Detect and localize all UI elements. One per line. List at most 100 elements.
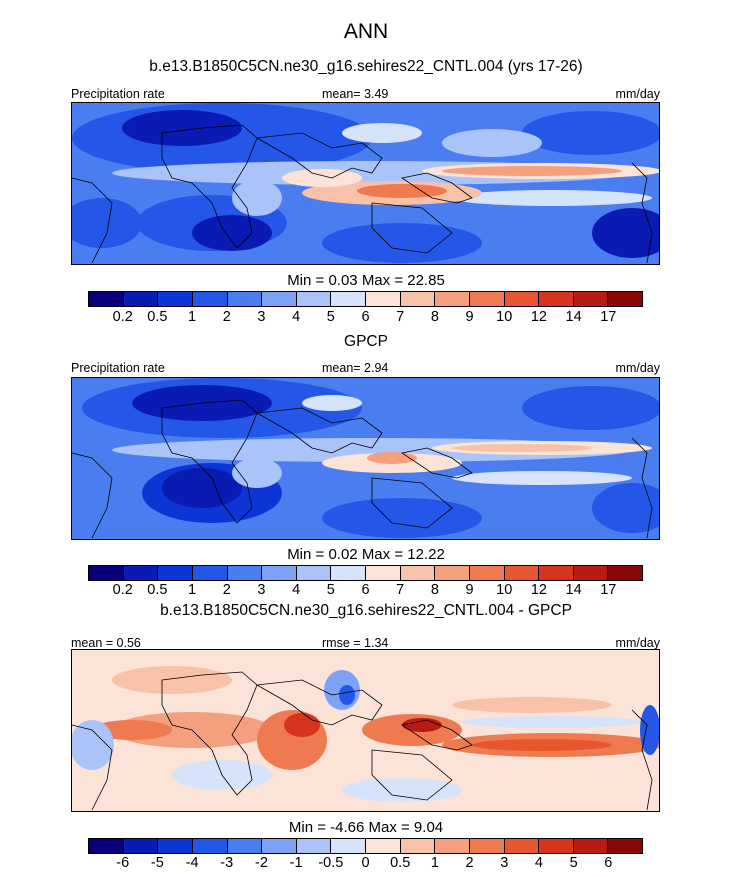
colorbar-bin (504, 566, 540, 580)
panel2-colorbar (88, 565, 643, 581)
panel1-left-label: Precipitation rate (71, 87, 165, 101)
colorbar-tick-label: -3 (220, 855, 234, 871)
colorbar-bin (158, 292, 193, 306)
colorbar-tick-label: 7 (396, 309, 405, 325)
colorbar-bin (192, 292, 228, 306)
panel1-colorbar (88, 291, 643, 307)
colorbar-tick-label: 9 (465, 309, 474, 325)
colorbar-bin (573, 292, 609, 306)
colorbar-bin (435, 839, 470, 853)
colorbar-tick-label: 17 (600, 309, 617, 325)
colorbar-bin (400, 839, 436, 853)
panel1-units-label: mm/day (615, 87, 660, 101)
colorbar-tick-label: 5 (326, 309, 335, 325)
colorbar-bin (227, 292, 263, 306)
colorbar-bin (192, 839, 228, 853)
panel2-header: GPCP (344, 333, 388, 350)
colorbar-tick-label: 1 (188, 582, 197, 598)
colorbar-bin (504, 292, 540, 306)
colorbar-bin (262, 292, 297, 306)
colorbar-bin (262, 839, 297, 853)
colorbar-bin (262, 566, 297, 580)
colorbar-bin (123, 839, 159, 853)
colorbar-tick-label: 5 (326, 582, 335, 598)
colorbar-tick-label: 8 (430, 582, 439, 598)
colorbar-bin (469, 839, 505, 853)
colorbar-bin (89, 292, 124, 306)
colorbar-bin (123, 292, 159, 306)
panel3-colorbar-labels: -6 -5 -4 -3 -2 -1 -0.5 0 0.5 1 2 3 4 5 6 (88, 855, 643, 873)
colorbar-tick-label: 0.2 (112, 582, 133, 598)
panel3-map (71, 649, 660, 812)
panel2-units-label: mm/day (615, 361, 660, 375)
colorbar-bin (608, 839, 642, 853)
colorbar-tick-label: 2 (465, 855, 474, 871)
panel2-map (71, 377, 660, 540)
colorbar-bin (400, 292, 436, 306)
colorbar-tick-label: 8 (430, 309, 439, 325)
colorbar-bin (469, 292, 505, 306)
colorbar-tick-label: 0 (361, 855, 370, 871)
colorbar-tick-label: -1 (289, 855, 303, 871)
colorbar-bin (366, 566, 401, 580)
colorbar-bin (366, 292, 401, 306)
colorbar-bin (573, 839, 609, 853)
panel3-colorbar (88, 838, 643, 854)
colorbar-tick-label: 7 (396, 582, 405, 598)
colorbar-tick-label: 3 (257, 582, 266, 598)
colorbar-bin (331, 566, 366, 580)
colorbar-tick-label: -5 (150, 855, 164, 871)
colorbar-bin (296, 566, 332, 580)
colorbar-tick-label: 4 (292, 582, 301, 598)
panel2-colorbar-labels: 0.2 0.5 1 2 3 4 5 6 7 8 9 10 12 14 17 (88, 582, 643, 600)
colorbar-tick-label: 1 (430, 855, 439, 871)
colorbar-bin (89, 839, 124, 853)
panel3-header: b.e13.B1850C5CN.ne30_g16.sehires22_CNTL.… (160, 602, 572, 619)
colorbar-bin (435, 566, 470, 580)
colorbar-tick-label: 12 (530, 309, 548, 325)
colorbar-tick-label: 4 (534, 855, 543, 871)
panel2-left-label: Precipitation rate (71, 361, 165, 375)
panel3-rmse-label: rmse = 1.34 (322, 636, 389, 650)
colorbar-bin (192, 566, 228, 580)
colorbar-tick-label: -6 (116, 855, 130, 871)
colorbar-bin (296, 839, 332, 853)
panel1-colorbar-labels: 0.2 0.5 1 2 3 4 5 6 7 8 9 10 12 14 17 (88, 309, 643, 327)
panel1-header: b.e13.B1850C5CN.ne30_g16.sehires22_CNTL.… (149, 58, 583, 75)
colorbar-tick-label: 5 (569, 855, 578, 871)
colorbar-tick-label: 0.5 (147, 309, 168, 325)
colorbar-tick-label: -2 (254, 855, 268, 871)
colorbar-tick-label: -4 (185, 855, 199, 871)
colorbar-bin (400, 566, 436, 580)
colorbar-tick-label: 0.5 (147, 582, 168, 598)
colorbar-bin (296, 292, 332, 306)
colorbar-tick-label: 12 (530, 582, 548, 598)
colorbar-bin (158, 566, 193, 580)
colorbar-tick-label: 17 (600, 582, 617, 598)
colorbar-tick-label: 0.2 (112, 309, 133, 325)
figure-title: ANN (343, 20, 389, 43)
colorbar-tick-label: 0.5 (390, 855, 411, 871)
panel1-mean-label: mean= 3.49 (322, 87, 389, 101)
colorbar-bin (539, 292, 574, 306)
colorbar-tick-label: 9 (465, 582, 474, 598)
colorbar-bin (539, 566, 574, 580)
colorbar-bin (469, 566, 505, 580)
colorbar-tick-label: 14 (565, 582, 582, 598)
panel2-minmax: Min = 0.02 Max = 12.22 (287, 546, 445, 563)
colorbar-tick-label: 14 (565, 309, 582, 325)
colorbar-bin (331, 839, 366, 853)
panel3-mean-label: mean = 0.56 (71, 636, 141, 650)
colorbar-tick-label: 2 (222, 309, 231, 325)
colorbar-bin (227, 839, 263, 853)
colorbar-bin (123, 566, 159, 580)
panel1-map (71, 102, 660, 265)
colorbar-tick-label: 2 (222, 582, 231, 598)
colorbar-tick-label: 6 (361, 582, 370, 598)
colorbar-bin (608, 292, 642, 306)
colorbar-tick-label: 6 (361, 309, 370, 325)
colorbar-bin (435, 292, 470, 306)
colorbar-tick-label: 10 (496, 309, 513, 325)
colorbar-bin (331, 292, 366, 306)
colorbar-tick-label: 6 (604, 855, 613, 871)
